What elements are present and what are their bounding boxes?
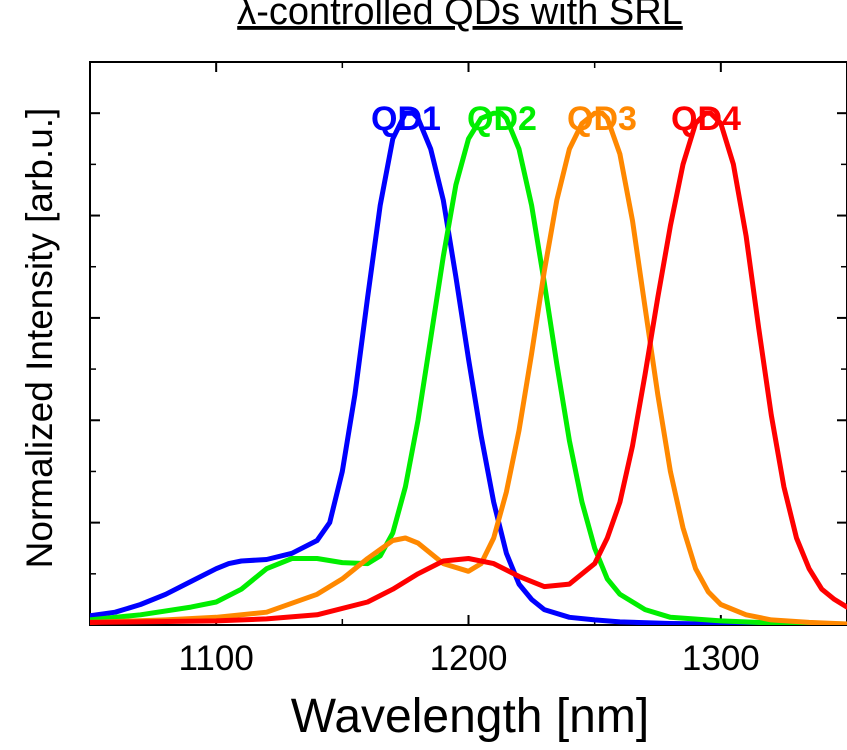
x-tick-label: 1300 <box>682 639 760 678</box>
series-qd2-line <box>90 110 847 625</box>
legend-qd4: QD4 <box>671 100 741 138</box>
legend: QD1 QD2 QD3 QD4 <box>371 100 741 138</box>
x-tick-label: 1200 <box>430 639 508 678</box>
legend-qd1: QD1 <box>371 100 441 138</box>
x-axis-label: Wavelength [nm] <box>291 690 649 743</box>
series-group <box>90 110 847 625</box>
legend-qd2: QD2 <box>467 100 537 138</box>
series-qd3-line <box>90 110 847 625</box>
x-tick-labels: 1100 1200 1300 <box>179 639 760 678</box>
y-axis-label: Normalized Intensity [arb.u.] <box>19 108 60 569</box>
x-tick-label: 1100 <box>179 639 254 678</box>
series-qd1-line <box>90 110 847 625</box>
legend-qd3: QD3 <box>567 100 637 138</box>
series-qd4-line <box>90 110 847 625</box>
chart-title: λ-controlled QDs with SRL <box>237 0 683 33</box>
